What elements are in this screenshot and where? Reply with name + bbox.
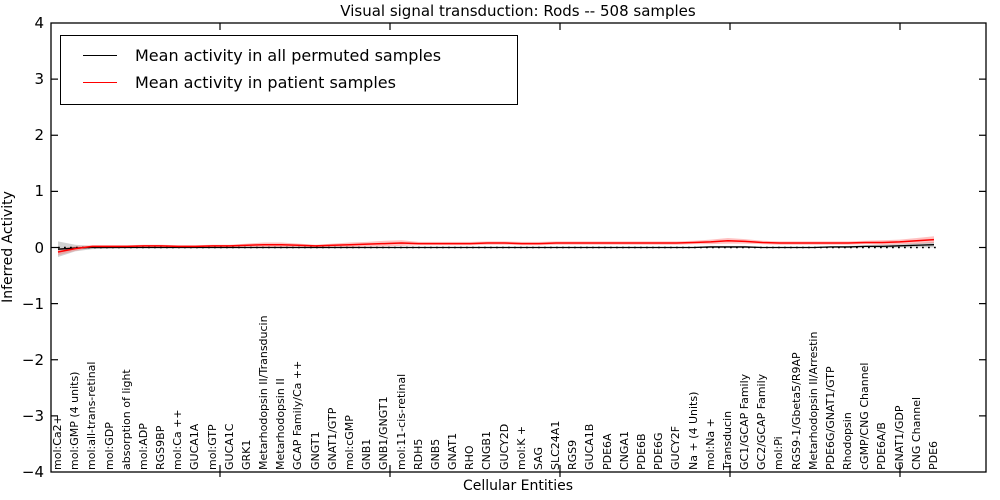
x-category-label: GNAT1: [446, 432, 460, 470]
x-category-label: GC2/GCAP Family: [755, 373, 769, 470]
x-category-label: mol:Na +: [703, 418, 717, 470]
x-category-label: mol:K +: [514, 425, 528, 470]
x-category-label: GNGT1: [308, 431, 322, 470]
y-tick-label: −2: [21, 350, 44, 369]
x-category-label: Rhodopsin: [841, 412, 855, 470]
x-category-label: SLC24A1: [549, 420, 563, 470]
black-line-swatch: [83, 55, 117, 56]
x-category-label: PDE6A/B: [875, 422, 889, 470]
x-category-label: PDE6A: [600, 433, 614, 470]
y-tick-label: −1: [21, 294, 44, 313]
x-category-label: GUCA1C: [222, 423, 236, 470]
x-category-label: CNGB1: [480, 431, 494, 470]
x-category-label: RGS9BP: [154, 425, 168, 470]
legend-item-permuted: Mean activity in all permuted samples: [73, 42, 505, 69]
x-category-label: RGS9: [566, 439, 580, 470]
x-category-label: Transducin: [720, 410, 734, 470]
x-category-label: Metarhodopsin II/Transducin: [257, 315, 271, 470]
x-category-label: mol:11-cis-retinal: [394, 373, 408, 470]
x-category-label: RDH5: [411, 438, 425, 470]
legend-label-patient: Mean activity in patient samples: [135, 73, 396, 92]
x-category-label: mol:GTP: [205, 424, 219, 470]
x-category-label: GNAT1/GDP: [892, 405, 906, 470]
x-category-label: RHO: [463, 445, 477, 470]
y-tick-label: 2: [34, 126, 44, 145]
x-category-label: Metarhodopsin II: [274, 378, 288, 470]
x-axis-label: Cellular Entities: [462, 478, 574, 494]
legend: Mean activity in all permuted samples Me…: [60, 35, 518, 105]
x-category-label: PDE6B: [635, 433, 648, 470]
y-tick-label: 0: [34, 238, 44, 257]
y-tick-label: 3: [34, 70, 44, 89]
x-category-label: mol:GMP (4 units): [68, 371, 82, 470]
x-category-label: GCAP Family/Ca ++: [291, 360, 305, 470]
x-category-label: GUCY2D: [497, 423, 511, 470]
y-tick-label: 1: [34, 182, 44, 201]
red-line-swatch: [83, 82, 117, 83]
chart-title: Visual signal transduction: Rods -- 508 …: [340, 2, 696, 20]
x-category-label: mol:Pi: [772, 436, 786, 470]
x-category-label: absorption of light: [119, 369, 133, 470]
x-category-label: RGS9-1/Gbeta5/R9AP: [789, 352, 803, 470]
x-category-label: mol:GDP: [102, 422, 116, 470]
series-line-1: [57, 238, 935, 253]
x-category-label: mol:Ca2+: [51, 415, 64, 470]
x-category-label: CNG Channel: [909, 396, 923, 470]
x-category-label: GC1/GCAP Family: [738, 373, 752, 470]
x-category-label: GNB1: [360, 438, 374, 470]
x-category-label: Metarhodopsin II/Arrestin: [806, 331, 820, 470]
x-category-label: mol:ADP: [136, 423, 150, 470]
x-category-label: SAG: [531, 446, 545, 470]
x-category-label: CNGA1: [617, 431, 631, 470]
x-category-label: PDE6G: [652, 432, 666, 470]
x-category-label: mol:Ca ++: [171, 409, 185, 470]
y-tick-label: −3: [21, 406, 44, 425]
x-category-label: GNB5: [428, 438, 442, 470]
x-category-label: PDE6G/GNAT1/GTP: [823, 366, 837, 470]
x-category-label: GUCY2F: [669, 425, 683, 470]
y-tick-label: 4: [34, 14, 44, 32]
x-category-label: Na + (4 Units): [686, 391, 700, 470]
x-category-label: GRK1: [239, 439, 253, 470]
x-category-label: GUCA1B: [583, 423, 597, 470]
x-category-label: mol:all-trans-retinal: [85, 361, 99, 470]
x-category-label: cGMP/CNG Channel: [858, 362, 872, 471]
x-category-label: GNB1/GNGT1: [377, 396, 391, 470]
series-line-0: [57, 244, 935, 250]
x-category-label: PDE6: [927, 440, 940, 470]
legend-label-permuted: Mean activity in all permuted samples: [135, 46, 442, 65]
x-category-label: GUCA1A: [188, 423, 202, 470]
legend-item-patient: Mean activity in patient samples: [73, 69, 505, 96]
x-category-label: GNAT1/GTP: [325, 407, 339, 470]
x-category-label: mol:cGMP: [343, 415, 356, 470]
y-tick-label: −4: [21, 463, 44, 481]
